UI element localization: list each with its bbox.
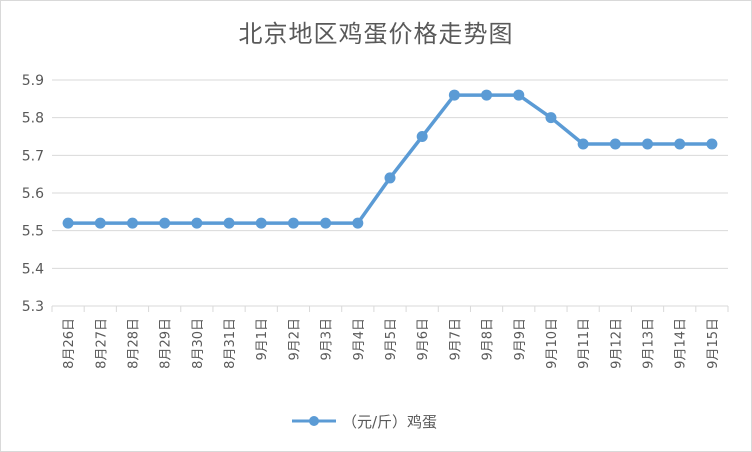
x-tick-label: 9月13日: [642, 318, 657, 369]
data-point: [126, 217, 138, 229]
data-point: [545, 112, 557, 124]
y-tick-label: 5.7: [22, 148, 44, 164]
y-tick-label: 5.9: [22, 73, 44, 89]
x-tick-label: 9月2日: [287, 318, 302, 361]
legend-marker: [309, 416, 319, 426]
x-tick-label: 9月8日: [481, 318, 496, 361]
series-line: [68, 93, 712, 225]
y-axis-ticks: 5.3 5.4 5.5 5.6 5.7 5.8 5.9: [22, 73, 44, 315]
x-axis-ticks: 8月26日 8月27日 8月28日 8月29日 8月30日 8月31日 9月1日 9月2日 9月…: [62, 318, 721, 369]
y-tick-label: 5.6: [22, 186, 44, 202]
data-point: [384, 172, 396, 184]
data-point: [416, 131, 428, 142]
y-tick-label: 5.4: [22, 261, 44, 277]
data-point: [191, 217, 203, 229]
y-tick-label: 5.8: [22, 111, 44, 127]
x-tick-label: 8月30日: [191, 318, 206, 369]
data-point: [642, 138, 654, 150]
legend: （元/斤）鸡蛋: [292, 413, 437, 431]
x-tick-label: 9月7日: [448, 318, 463, 361]
x-tick-label: 9月15日: [706, 318, 721, 369]
data-point: [706, 138, 718, 150]
data-point: [223, 217, 235, 229]
x-tick-label: 9月12日: [609, 318, 624, 369]
legend-label: （元/斤）鸡蛋: [342, 413, 437, 431]
x-tick-label: 9月14日: [674, 318, 689, 369]
data-point: [609, 138, 621, 150]
data-point: [481, 89, 493, 101]
x-tick-label: 9月5日: [384, 318, 399, 361]
data-point: [352, 217, 364, 229]
x-tick-label: 8月29日: [159, 318, 174, 369]
data-point: [255, 217, 267, 229]
data-point: [159, 217, 171, 229]
x-tick-label: 9月4日: [352, 318, 367, 361]
data-point: [62, 217, 74, 229]
data-point: [287, 217, 299, 229]
grid-lines: [51, 79, 729, 312]
x-tick-label: 9月6日: [416, 318, 431, 361]
x-tick-label: 8月27日: [94, 318, 109, 369]
data-point: [320, 217, 332, 229]
x-tick-label: 8月28日: [126, 318, 141, 369]
data-point: [513, 89, 525, 101]
chart-title: 北京地区鸡蛋价格走势图: [238, 20, 514, 48]
y-tick-label: 5.5: [22, 224, 44, 240]
data-point: [674, 138, 686, 150]
y-tick-label: 5.3: [22, 299, 44, 315]
x-tick-label: 9月1日: [255, 318, 270, 361]
x-tick-label: 9月11日: [577, 318, 592, 369]
x-tick-label: 9月3日: [320, 318, 335, 361]
x-tick-label: 8月26日: [62, 318, 77, 369]
series-layer: [62, 89, 718, 229]
x-tick-label: 8月31日: [223, 318, 238, 369]
x-tick-label: 9月10日: [545, 318, 560, 369]
data-point: [577, 138, 589, 150]
x-tick-label: 9月9日: [513, 318, 528, 361]
data-point: [94, 217, 106, 229]
data-point: [448, 89, 460, 101]
